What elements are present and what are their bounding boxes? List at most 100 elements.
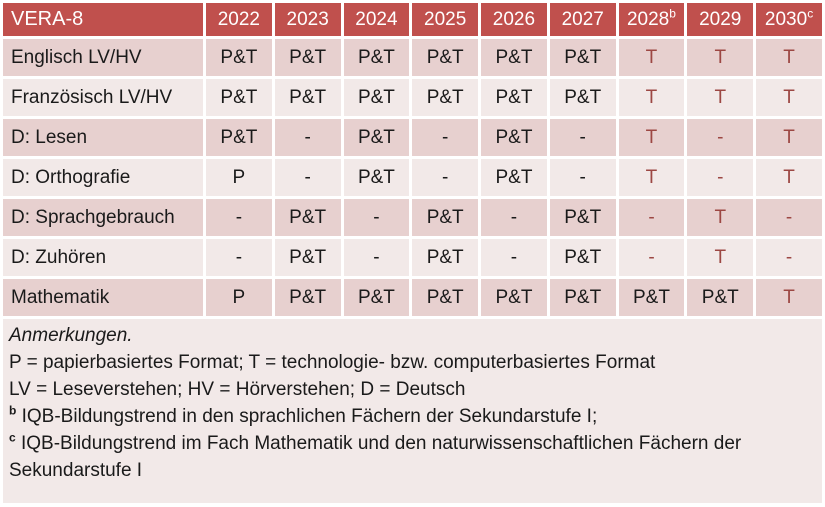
notes-footnote-c: c IQB-Bildungstrend im Fach Mathematik u… bbox=[9, 430, 769, 484]
cell: - bbox=[343, 199, 410, 236]
cell: - bbox=[206, 199, 272, 236]
cell: P&T bbox=[481, 39, 547, 76]
row-label: D: Orthografie bbox=[3, 159, 203, 196]
row-label: Französisch LV/HV bbox=[3, 79, 203, 116]
cell: T bbox=[756, 39, 822, 76]
table-row-d-sprachgebrauch: D: Sprachgebrauch - P&T - P&T - P&T - T … bbox=[3, 199, 822, 236]
col-header-2024: 2024 bbox=[343, 3, 410, 36]
table-row-d-lesen: D: Lesen P&T - P&T - P&T - T - T bbox=[3, 119, 822, 156]
cell: P&T bbox=[481, 159, 547, 196]
table-row-d-orthografie: D: Orthografie P - P&T - P&T - T - T bbox=[3, 159, 822, 196]
notes-footnote-b: b IQB-Bildungstrend in den sprachlichen … bbox=[9, 403, 814, 430]
cell: P&T bbox=[412, 279, 479, 316]
cell: T bbox=[687, 239, 754, 276]
cell: T bbox=[618, 159, 685, 196]
cell: P&T bbox=[687, 279, 754, 316]
cell: - bbox=[412, 119, 479, 156]
cell: P&T bbox=[549, 239, 616, 276]
cell: P&T bbox=[618, 279, 685, 316]
cell: P&T bbox=[274, 279, 341, 316]
cell: P&T bbox=[412, 79, 479, 116]
cell: T bbox=[687, 39, 754, 76]
cell: P&T bbox=[549, 39, 616, 76]
cell: - bbox=[618, 199, 685, 236]
cell: P&T bbox=[412, 239, 479, 276]
footnote-marker-b: b bbox=[669, 6, 676, 21]
cell: T bbox=[618, 119, 685, 156]
cell: P&T bbox=[274, 79, 341, 116]
cell: P&T bbox=[343, 119, 410, 156]
row-label: D: Lesen bbox=[3, 119, 203, 156]
notes-section: Anmerkungen. P = papierbasiertes Format;… bbox=[3, 319, 822, 503]
footnote-b-marker: b bbox=[9, 403, 17, 418]
cell: P&T bbox=[481, 119, 547, 156]
cell: T bbox=[618, 39, 685, 76]
cell: - bbox=[274, 159, 341, 196]
cell: P&T bbox=[274, 239, 341, 276]
col-header-2023: 2023 bbox=[274, 3, 341, 36]
cell: - bbox=[687, 159, 754, 196]
col-header-2022: 2022 bbox=[206, 3, 272, 36]
footnote-marker-c: c bbox=[807, 6, 814, 21]
footnote-b-text: IQB-Bildungstrend in den sprachlichen Fä… bbox=[21, 406, 598, 427]
footnote-c-text: IQB-Bildungstrend im Fach Mathematik und… bbox=[9, 433, 742, 481]
vera8-schedule-table: VERA-8 2022 2023 2024 2025 2026 2027 202… bbox=[3, 3, 822, 316]
cell: - bbox=[618, 239, 685, 276]
cell: P&T bbox=[481, 279, 547, 316]
cell: P&T bbox=[206, 39, 272, 76]
cell: - bbox=[206, 239, 272, 276]
notes-abbreviation-legend: LV = Leseverstehen; HV = Hörverstehen; D… bbox=[9, 379, 466, 400]
cell: T bbox=[756, 159, 822, 196]
footnote-c-marker: c bbox=[9, 430, 16, 445]
cell: - bbox=[756, 239, 822, 276]
table-row-mathematik: Mathematik P P&T P&T P&T P&T P&T P&T P&T… bbox=[3, 279, 822, 316]
cell: P&T bbox=[481, 79, 547, 116]
table-title-cell: VERA-8 bbox=[3, 3, 203, 36]
cell: T bbox=[618, 79, 685, 116]
col-header-2025: 2025 bbox=[412, 3, 479, 36]
cell: T bbox=[756, 279, 822, 316]
cell: P&T bbox=[549, 279, 616, 316]
table-row-franzoesisch: Französisch LV/HV P&T P&T P&T P&T P&T P&… bbox=[3, 79, 822, 116]
cell: P&T bbox=[274, 39, 341, 76]
cell: - bbox=[412, 159, 479, 196]
cell: - bbox=[274, 119, 341, 156]
cell: P&T bbox=[412, 39, 479, 76]
cell: P bbox=[206, 279, 272, 316]
col-header-2029: 2029 bbox=[687, 3, 754, 36]
cell: T bbox=[756, 79, 822, 116]
col-header-2028: 2028b bbox=[618, 3, 685, 36]
table-row-d-zuhoeren: D: Zuhören - P&T - P&T - P&T - T - bbox=[3, 239, 822, 276]
cell: - bbox=[481, 199, 547, 236]
notes-heading: Anmerkungen. bbox=[9, 325, 133, 346]
row-label: Englisch LV/HV bbox=[3, 39, 203, 76]
cell: P&T bbox=[412, 199, 479, 236]
col-header-2027: 2027 bbox=[549, 3, 616, 36]
cell: P&T bbox=[549, 79, 616, 116]
row-label: D: Sprachgebrauch bbox=[3, 199, 203, 236]
cell: T bbox=[687, 79, 754, 116]
cell: P&T bbox=[274, 199, 341, 236]
cell: P&T bbox=[343, 39, 410, 76]
row-label: D: Zuhören bbox=[3, 239, 203, 276]
header-row: VERA-8 2022 2023 2024 2025 2026 2027 202… bbox=[3, 3, 822, 36]
notes-format-legend: P = papierbasiertes Format; T = technolo… bbox=[9, 352, 656, 373]
cell: - bbox=[549, 119, 616, 156]
cell: T bbox=[687, 199, 754, 236]
cell: P&T bbox=[343, 279, 410, 316]
table-row-englisch: Englisch LV/HV P&T P&T P&T P&T P&T P&T T… bbox=[3, 39, 822, 76]
cell: - bbox=[549, 159, 616, 196]
cell: T bbox=[756, 119, 822, 156]
cell: P&T bbox=[343, 159, 410, 196]
col-header-2026: 2026 bbox=[481, 3, 547, 36]
cell: - bbox=[481, 239, 547, 276]
cell: P&T bbox=[343, 79, 410, 116]
col-header-2030: 2030c bbox=[756, 3, 822, 36]
cell: - bbox=[756, 199, 822, 236]
cell: P&T bbox=[549, 199, 616, 236]
cell: P&T bbox=[206, 119, 272, 156]
cell: - bbox=[687, 119, 754, 156]
cell: P&T bbox=[206, 79, 272, 116]
cell: P bbox=[206, 159, 272, 196]
row-label: Mathematik bbox=[3, 279, 203, 316]
